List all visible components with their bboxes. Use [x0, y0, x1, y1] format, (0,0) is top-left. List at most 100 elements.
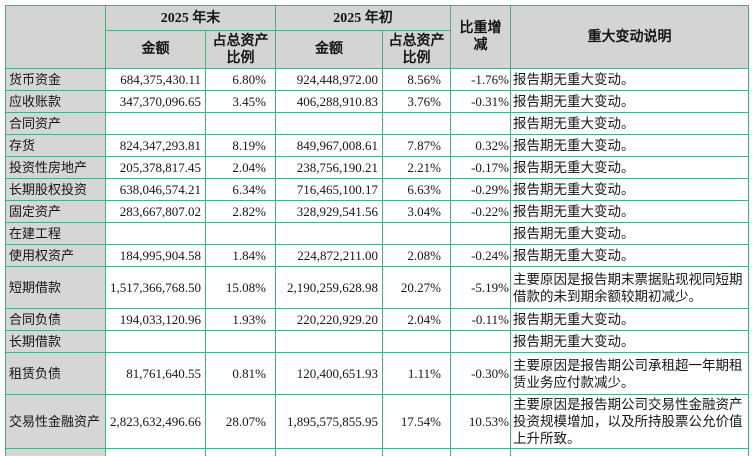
amount-start-cell: 924,448,972.00 [275, 68, 383, 91]
row-label [5, 448, 106, 456]
note-cell: 主要原因是报告期末票据贴现视同短期借款的未到期余额较期初减少。 [510, 266, 749, 309]
amount-start-cell: 224,872,211.00 [275, 244, 383, 267]
amount-end-cell: 283,667,807.02 [105, 200, 206, 223]
change-cell [450, 112, 511, 135]
corner-header-cell [5, 5, 106, 69]
row-label: 货币资金 [5, 68, 106, 91]
row-label: 固定资产 [5, 200, 106, 223]
row-label: 在建工程 [5, 222, 106, 245]
row-label: 合同负债 [5, 308, 106, 331]
table-row: 在建工程 报告期无重大变动。 [5, 222, 749, 245]
table-body: 货币资金 684,375,430.11 6.80% 924,448,972.00… [5, 68, 749, 449]
row-label: 长期借款 [5, 330, 106, 353]
pct-end-cell: 0.81% [205, 352, 276, 395]
pct-end-cell: 1.93% [205, 308, 276, 331]
pct-start-cell [382, 448, 451, 456]
amount-end-cell: 205,378,817.45 [105, 156, 206, 179]
note-cell: 报告期无重大变动。 [510, 308, 749, 331]
pct-end-cell: 6.80% [205, 68, 276, 91]
table-row: 长期股权投资 638,046,574.21 6.34% 716,465,100.… [5, 178, 749, 201]
pct-start-cell: 20.27% [382, 266, 451, 309]
change-cell: -5.19% [450, 266, 511, 309]
period-start-header: 2025 年初 [275, 5, 451, 31]
table-row: 货币资金 684,375,430.11 6.80% 924,448,972.00… [5, 68, 749, 91]
pct-end-cell: 1.84% [205, 244, 276, 267]
note-cell [510, 448, 749, 456]
amount-end-cell: 184,995,904.58 [105, 244, 206, 267]
clipped-bottom-row-container [5, 448, 749, 456]
pct-end-cell: 28.07% [205, 394, 276, 449]
pct-start-cell: 2.21% [382, 156, 451, 179]
note-cell: 报告期无重大变动。 [510, 330, 749, 353]
table-row: 存货 824,347,293.81 8.19% 849,967,008.61 7… [5, 134, 749, 157]
amount-start-cell: 238,756,190.21 [275, 156, 383, 179]
period-end-header: 2025 年末 [105, 5, 276, 31]
amount-end-header: 金额 [105, 30, 206, 69]
pct-start-cell: 7.87% [382, 134, 451, 157]
pct-end-cell [205, 330, 276, 353]
note-header: 重大变动说明 [510, 5, 749, 69]
amount-end-cell: 347,370,096.65 [105, 90, 206, 113]
amount-start-cell [275, 112, 383, 135]
amount-start-cell: 2,190,259,628.98 [275, 266, 383, 309]
amount-end-cell: 824,347,293.81 [105, 134, 206, 157]
amount-start-cell [275, 222, 383, 245]
amount-end-cell: 2,823,632,496.66 [105, 394, 206, 449]
pct-end-header: 占总资产比例 [205, 30, 276, 69]
note-cell: 报告期无重大变动。 [510, 156, 749, 179]
pct-start-cell [382, 112, 451, 135]
pct-start-cell: 1.11% [382, 352, 451, 395]
pct-start-cell: 2.08% [382, 244, 451, 267]
amount-end-cell: 638,046,574.21 [105, 178, 206, 201]
amount-start-cell [275, 448, 383, 456]
amount-end-cell [105, 448, 206, 456]
change-header: 比重增减 [450, 5, 511, 69]
table-row: 使用权资产 184,995,904.58 1.84% 224,872,211.0… [5, 244, 749, 267]
change-cell: -0.11% [450, 308, 511, 331]
amount-start-cell: 406,288,910.83 [275, 90, 383, 113]
note-cell: 主要原因是报告期公司交易性金融资产投资规模增加，以及所持股票公允价值上升所致。 [510, 394, 749, 449]
table-row: 应收账款 347,370,096.65 3.45% 406,288,910.83… [5, 90, 749, 113]
pct-end-cell: 2.04% [205, 156, 276, 179]
amount-end-cell: 684,375,430.11 [105, 68, 206, 91]
pct-start-cell [382, 330, 451, 353]
change-cell: -0.24% [450, 244, 511, 267]
change-cell [450, 222, 511, 245]
row-label: 交易性金融资产 [5, 394, 106, 449]
change-cell: -0.29% [450, 178, 511, 201]
amount-end-cell [105, 330, 206, 353]
note-cell: 报告期无重大变动。 [510, 90, 749, 113]
pct-start-cell: 8.56% [382, 68, 451, 91]
pct-end-cell [205, 448, 276, 456]
pct-start-header: 占总资产比例 [382, 30, 451, 69]
note-cell: 报告期无重大变动。 [510, 68, 749, 91]
table-row: 短期借款 1,517,366,768.50 15.08% 2,190,259,6… [5, 266, 749, 309]
pct-start-cell: 6.63% [382, 178, 451, 201]
row-label: 投资性房地产 [5, 156, 106, 179]
pct-end-cell: 15.08% [205, 266, 276, 309]
pct-end-cell: 3.45% [205, 90, 276, 113]
change-cell: -0.22% [450, 200, 511, 223]
table-row: 长期借款 报告期无重大变动。 [5, 330, 749, 353]
note-cell: 报告期无重大变动。 [510, 200, 749, 223]
amount-start-cell: 120,400,651.93 [275, 352, 383, 395]
change-cell [450, 448, 511, 456]
row-label: 长期股权投资 [5, 178, 106, 201]
partial-row [5, 448, 749, 456]
row-label: 合同资产 [5, 112, 106, 135]
amount-start-cell: 1,895,575,855.95 [275, 394, 383, 449]
table-row: 固定资产 283,667,807.02 2.82% 328,929,541.56… [5, 200, 749, 223]
table-row: 合同资产 报告期无重大变动。 [5, 112, 749, 135]
amount-end-cell: 81,761,640.55 [105, 352, 206, 395]
assets-liabilities-change-table: 2025 年末 2025 年初 比重增减 重大变动说明 金额 占总资产比例 金额… [5, 5, 749, 456]
pct-start-cell: 3.04% [382, 200, 451, 223]
row-label: 租赁负债 [5, 352, 106, 395]
row-label: 存货 [5, 134, 106, 157]
table-row: 合同负债 194,033,120.96 1.93% 220,220,929.20… [5, 308, 749, 331]
amount-start-cell [275, 330, 383, 353]
amount-start-cell: 328,929,541.56 [275, 200, 383, 223]
change-cell: -0.30% [450, 352, 511, 395]
pct-start-cell: 2.04% [382, 308, 451, 331]
pct-start-cell: 17.54% [382, 394, 451, 449]
